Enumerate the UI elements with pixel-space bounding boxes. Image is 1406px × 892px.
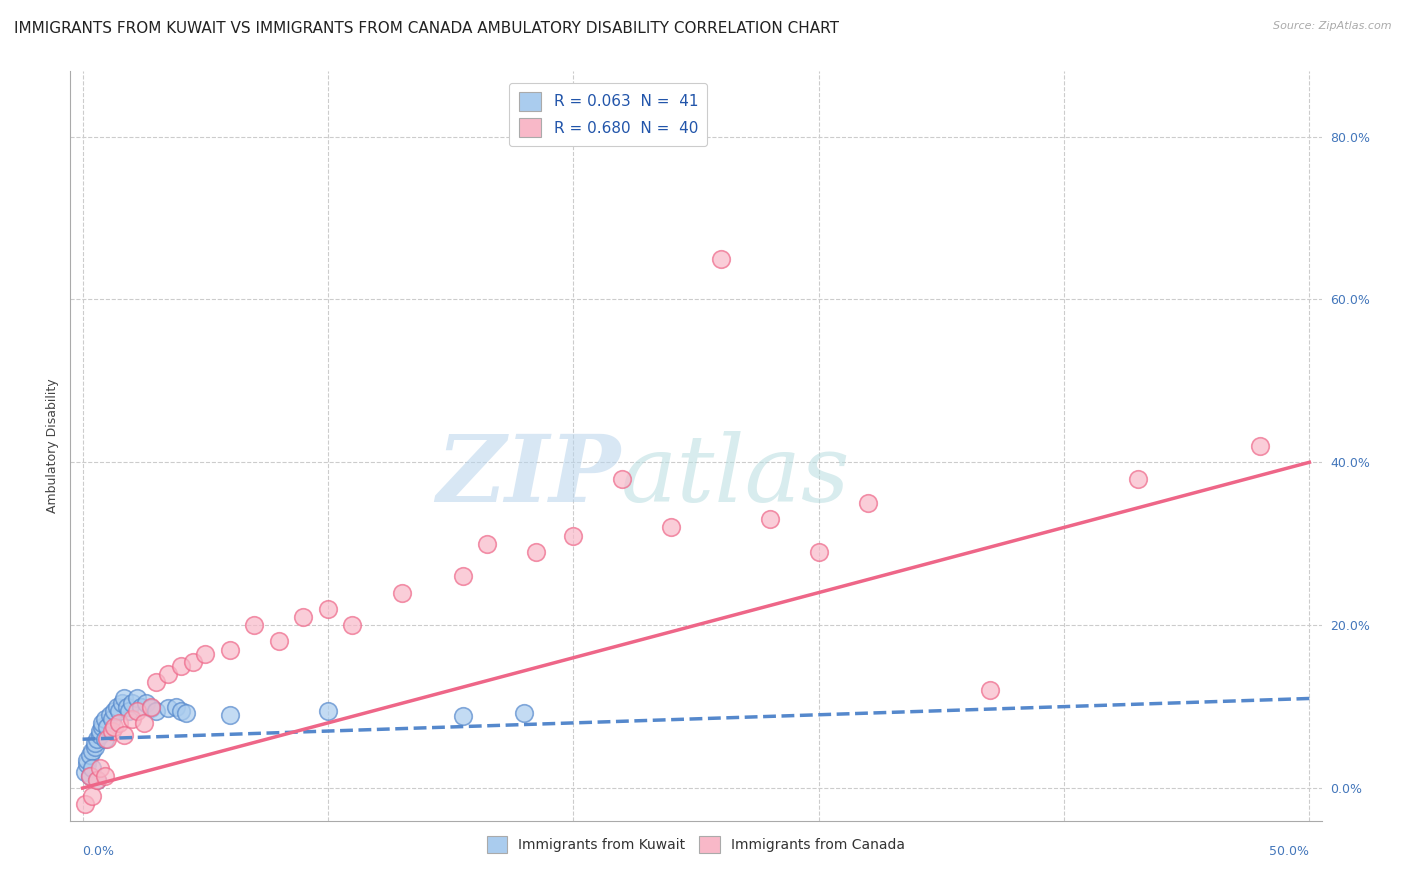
Point [125, 691, 148, 706]
Point [612, 472, 634, 486]
Point [82, 761, 104, 775]
Point [103, 720, 125, 734]
Point [121, 696, 143, 710]
Point [316, 704, 339, 718]
Point [218, 707, 240, 722]
Point [82, 789, 104, 804]
Point [267, 634, 290, 648]
Point [118, 704, 141, 718]
Point [105, 699, 128, 714]
Point [111, 696, 134, 710]
Point [125, 704, 148, 718]
Point [86, 772, 108, 787]
Point [93, 769, 115, 783]
Point [91, 720, 114, 734]
Point [89, 724, 111, 739]
Point [96, 720, 118, 734]
Point [145, 704, 167, 718]
Point [83, 740, 105, 755]
Point [76, 756, 98, 771]
Point [477, 537, 499, 551]
Text: 0.0%: 0.0% [83, 845, 114, 858]
Point [93, 712, 115, 726]
Text: Source: ZipAtlas.com: Source: ZipAtlas.com [1274, 21, 1392, 31]
Point [83, 736, 105, 750]
Point [101, 724, 124, 739]
Point [316, 602, 339, 616]
Point [141, 699, 163, 714]
Text: IMMIGRANTS FROM KUWAIT VS IMMIGRANTS FROM CANADA AMBULATORY DISABILITY CORRELATI: IMMIGRANTS FROM KUWAIT VS IMMIGRANTS FRO… [14, 21, 839, 37]
Point [709, 252, 731, 266]
Point [174, 706, 197, 720]
Point [157, 667, 180, 681]
Point [526, 545, 548, 559]
Text: ZIP: ZIP [437, 431, 621, 521]
Point [79, 769, 101, 783]
Point [391, 585, 413, 599]
Point [758, 512, 780, 526]
Point [96, 732, 118, 747]
Point [342, 618, 364, 632]
Point [243, 618, 266, 632]
Point [86, 772, 108, 787]
Point [141, 701, 163, 715]
Point [131, 699, 153, 714]
Point [451, 569, 474, 583]
Point [89, 761, 111, 775]
Point [103, 704, 125, 718]
Point [194, 647, 217, 661]
Point [661, 520, 683, 534]
Point [170, 704, 193, 718]
Point [181, 655, 204, 669]
Point [292, 610, 315, 624]
Point [513, 706, 536, 720]
Y-axis label: Ambulatory Disability: Ambulatory Disability [46, 379, 59, 513]
Point [165, 699, 187, 714]
Point [121, 712, 143, 726]
Text: atlas: atlas [621, 431, 851, 521]
Point [562, 528, 585, 542]
Point [112, 691, 135, 706]
Point [145, 675, 167, 690]
Point [73, 764, 96, 779]
Point [89, 728, 111, 742]
Point [79, 769, 101, 783]
Legend: Immigrants from Kuwait, Immigrants from Canada: Immigrants from Kuwait, Immigrants from … [481, 830, 911, 859]
Point [108, 704, 131, 718]
Point [73, 797, 96, 812]
Point [170, 659, 193, 673]
Point [132, 715, 155, 730]
Point [82, 744, 104, 758]
Point [91, 715, 114, 730]
Point [101, 712, 124, 726]
Point [218, 642, 240, 657]
Point [98, 707, 121, 722]
Point [112, 728, 135, 742]
Point [157, 701, 180, 715]
Point [135, 696, 157, 710]
Point [1249, 439, 1271, 453]
Point [108, 715, 131, 730]
Point [451, 709, 474, 723]
Point [1126, 472, 1149, 486]
Point [856, 496, 879, 510]
Point [79, 748, 101, 763]
Text: 50.0%: 50.0% [1270, 845, 1309, 858]
Point [115, 699, 138, 714]
Point [86, 732, 108, 747]
Point [93, 732, 115, 747]
Point [76, 753, 98, 767]
Point [807, 545, 830, 559]
Point [979, 683, 1001, 698]
